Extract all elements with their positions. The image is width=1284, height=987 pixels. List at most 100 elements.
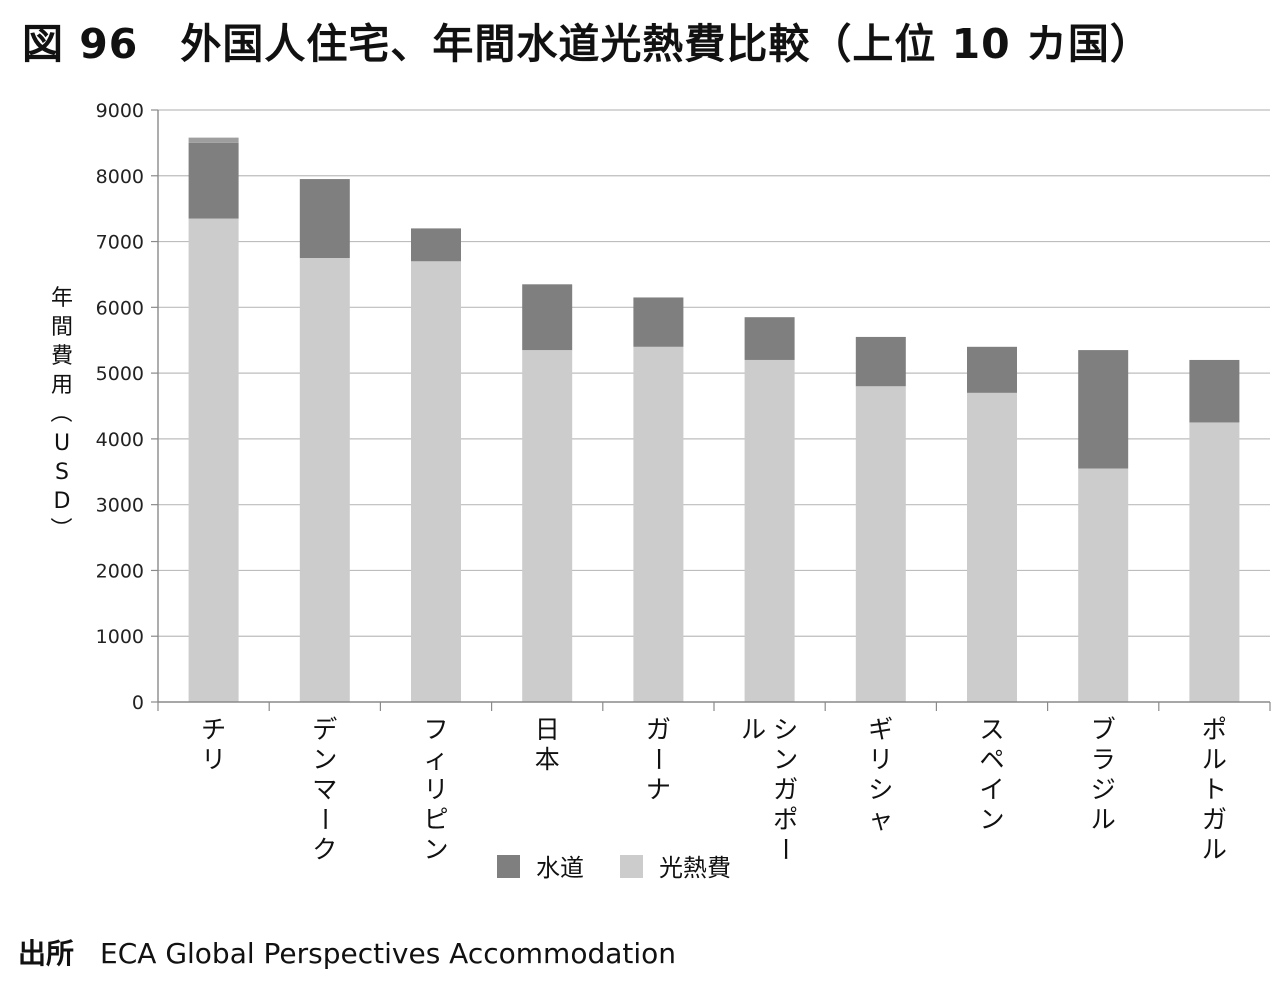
y-tick-label: 1000 xyxy=(96,626,144,648)
y-tick-label: 2000 xyxy=(96,560,144,582)
y-tick-label: 7000 xyxy=(96,232,144,254)
x-label-char: ク xyxy=(312,835,337,864)
y-label-char: 費 xyxy=(51,344,73,369)
x-label-char: リ xyxy=(201,745,226,774)
y-label-char: 用 xyxy=(51,373,73,398)
legend-label-utilities: 光熱費 xyxy=(659,854,731,882)
x-label-char: デ xyxy=(312,715,337,744)
x-label-char: フ xyxy=(423,715,448,744)
x-label-char: リ xyxy=(868,745,893,774)
x-label-char: ャ xyxy=(868,805,893,834)
tick-labels: 0 1000 2000 3000 4000 5000 6000 7000 8000 9000 チリ デ… xyxy=(47,100,1227,864)
x-label-char: リ xyxy=(423,775,448,804)
x-label-char: ガ xyxy=(1202,805,1227,834)
x-label-char: ン xyxy=(423,835,448,864)
y-label-char: S xyxy=(55,460,69,485)
y-label-char: 年 xyxy=(51,286,73,311)
x-label-char: 日 xyxy=(535,715,560,744)
bar-water xyxy=(633,297,684,347)
x-label-char: イ xyxy=(979,775,1004,804)
x-label-char: ジ xyxy=(1091,775,1116,804)
bar-utilities xyxy=(522,350,573,702)
bars xyxy=(188,137,1240,703)
x-label-char: ラ xyxy=(1091,745,1116,774)
y-label-char: D xyxy=(54,489,71,514)
x-label-char: ギ xyxy=(868,715,893,744)
y-tick-label: 5000 xyxy=(96,363,144,385)
bar-water xyxy=(299,179,350,258)
bar-utilities xyxy=(967,392,1017,702)
x-label-char: ー xyxy=(643,746,672,771)
y-label-char: ） xyxy=(47,517,72,539)
x-label-char: ル xyxy=(1202,835,1227,864)
x-label-char: ポ xyxy=(773,805,798,834)
source-label: 出所 xyxy=(18,937,75,970)
bar-utilities xyxy=(1078,468,1129,702)
bar-water xyxy=(522,284,573,351)
x-label-char: ガ xyxy=(646,715,671,744)
source-text: ECA Global Perspectives Accommodation xyxy=(100,937,677,970)
y-label-char: （ xyxy=(47,401,72,423)
x-label-char: ス xyxy=(979,715,1004,744)
x-category-label: ガーナ xyxy=(643,715,672,804)
bar-utilities xyxy=(299,258,350,702)
x-label-char: ポ xyxy=(1202,715,1227,744)
x-label-char: ィ xyxy=(423,745,448,774)
bar-water xyxy=(411,228,461,262)
x-category-label: 日本 xyxy=(535,715,560,774)
x-label-char: ー xyxy=(771,836,800,861)
x-label-char: ペ xyxy=(979,745,1004,774)
legend-swatch-utilities xyxy=(620,855,643,878)
source-line: 出所 ECA Global Perspectives Accommodation xyxy=(18,932,676,972)
bar-top-segment xyxy=(188,137,239,143)
bar-water xyxy=(188,142,239,219)
stacked-bar-chart: 0 1000 2000 3000 4000 5000 6000 7000 8000 9000 チリ デ… xyxy=(47,100,1271,882)
y-tick-label: 9000 xyxy=(96,100,144,122)
legend-label-water: 水道 xyxy=(536,854,584,882)
bar-water xyxy=(855,336,906,387)
bar-utilities xyxy=(188,218,239,703)
y-tick-label: 4000 xyxy=(96,429,144,451)
x-label-char: ガ xyxy=(773,775,798,804)
x-label-char: マ xyxy=(312,775,337,804)
bar-utilities xyxy=(411,261,461,702)
legend-swatch-water xyxy=(497,855,520,878)
x-label-char: ナ xyxy=(646,775,671,804)
x-label-char: ン xyxy=(979,805,1004,834)
y-label-char: U xyxy=(54,431,70,456)
x-label-char: ル xyxy=(1202,745,1227,774)
bar-utilities xyxy=(633,346,684,702)
axes xyxy=(151,109,1271,711)
bar-utilities xyxy=(744,359,795,702)
legend: 水道 光熱費 xyxy=(497,854,731,882)
x-label-char: チ xyxy=(201,715,226,744)
x-label-char: シ xyxy=(773,715,798,744)
bar-utilities xyxy=(855,386,906,702)
figure-title: 図 96 外国人住宅、年間水道光熱費比較（上位 10 カ国） xyxy=(22,20,1152,68)
x-label-char: ン xyxy=(773,745,798,774)
x-label-char: ブ xyxy=(1091,715,1116,744)
x-label-char: 本 xyxy=(535,745,560,774)
y-label-char: 間 xyxy=(51,315,73,340)
x-category-label: チリ xyxy=(201,715,226,774)
x-label-char: ト xyxy=(1202,775,1227,804)
y-tick-label: 8000 xyxy=(96,166,144,188)
bar-utilities xyxy=(1189,422,1240,702)
x-label-char: ピ xyxy=(423,805,448,834)
x-label-char: シ xyxy=(868,775,893,804)
y-tick-label: 3000 xyxy=(96,495,144,517)
bar-water xyxy=(1078,350,1129,469)
y-tick-label: 0 xyxy=(132,692,144,714)
x-label-char: ル xyxy=(741,715,766,744)
x-label-char: ン xyxy=(312,745,337,774)
y-tick-label: 6000 xyxy=(96,297,144,319)
x-label-char: ー xyxy=(310,806,339,831)
